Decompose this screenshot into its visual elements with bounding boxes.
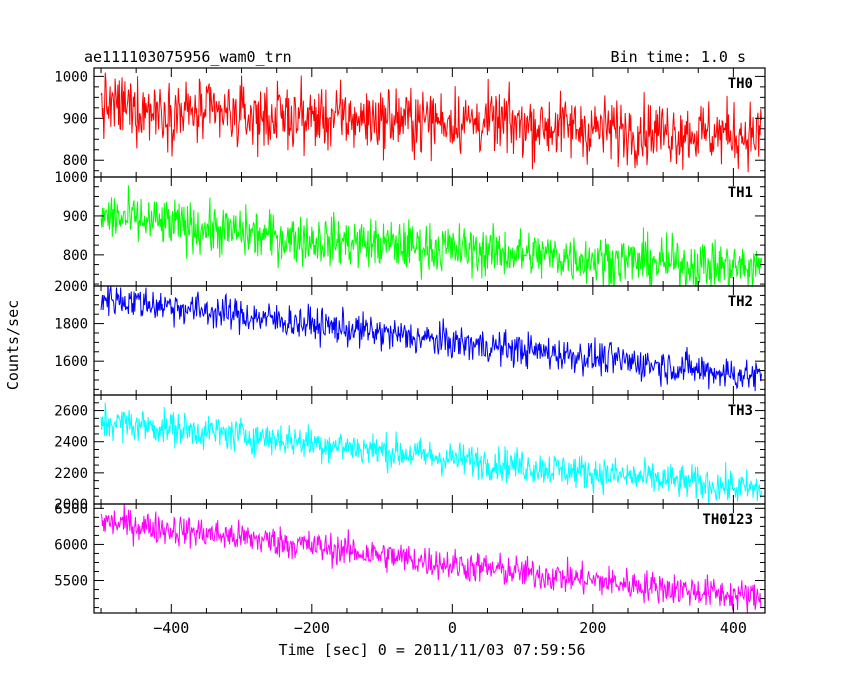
y-axis-label: Counts/sec [4,300,22,390]
x-tick-label: 200 [579,619,606,637]
y-tick-label: 2400 [54,435,88,451]
panel-label-th2: TH2 [728,294,753,310]
x-tick-label: −200 [294,619,330,637]
y-tick-label: 6500 [54,501,88,517]
y-tick-label: 800 [63,153,88,169]
y-tick-label: 2200 [54,466,88,482]
x-axis-label: Time [sec] 0 = 2011/11/03 07:59:56 [278,641,585,659]
y-tick-label: 800 [63,248,88,264]
y-tick-label: 1800 [54,317,88,333]
y-tick-label: 1600 [54,354,88,370]
y-tick-label: 2000 [54,279,88,295]
y-tick-label: 1000 [54,170,88,186]
x-tick-label: −400 [153,619,189,637]
y-tick-label: 900 [63,111,88,127]
chart-title: ae111103075956_wam0_trn [84,48,292,66]
series-line-th0 [100,72,762,173]
panel-label-th1: TH1 [728,185,753,201]
y-tick-label: 1000 [54,69,88,85]
series-line-th2 [100,286,762,392]
series-line-th1 [100,185,762,286]
panel-label-th0: TH0 [728,76,753,92]
panel-frame-th0123 [93,503,766,614]
y-tick-label: 6000 [54,537,88,553]
y-tick-label: 900 [63,209,88,225]
bin-time-label: Bin time: 1.0 s [611,48,746,66]
x-tick-label: 400 [720,619,747,637]
series-line-th0123 [100,504,762,613]
y-tick-label: 5500 [54,574,88,590]
panel-label-th3: TH3 [728,403,753,419]
series-line-th3 [100,402,762,504]
y-tick-label: 2000 [54,497,88,513]
panels-group: TH0 800 900 1000 TH1 800 900 1000 TH2 1600 1800 200… [54,67,766,637]
x-tick-label: 0 [448,619,457,637]
y-tick-label: 2600 [54,404,88,420]
panel-label-th0123: TH0123 [702,512,753,528]
